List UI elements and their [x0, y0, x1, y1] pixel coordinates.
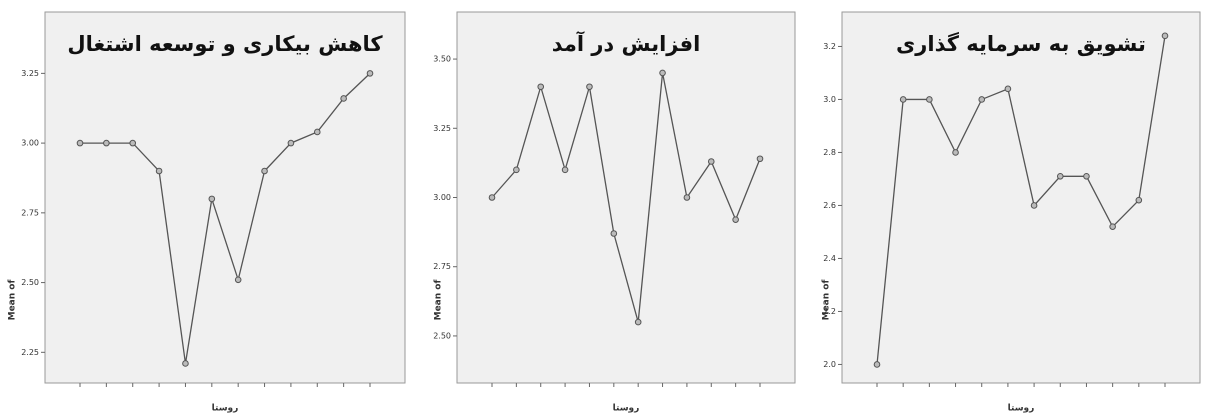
point [261, 167, 268, 175]
y-axis-label: Mean of [8, 280, 18, 321]
y-tick-label: 2.75 [433, 262, 451, 271]
y-tick-label: 3.0 [823, 95, 836, 104]
point [1109, 223, 1116, 230]
point [707, 158, 715, 165]
series-line [80, 72, 371, 364]
point [1083, 173, 1090, 180]
y-tick-label: 3.50 [433, 55, 451, 64]
point [76, 139, 84, 147]
point [926, 96, 933, 103]
y-tick-label: 3.25 [21, 69, 39, 78]
y-tick-label: 2.50 [433, 331, 451, 340]
series-line [491, 72, 761, 323]
chart-title: تشویق به سرمایه گذاری [896, 31, 1146, 56]
y-tick-label: 3.00 [21, 139, 39, 148]
point [586, 83, 593, 91]
point [1161, 32, 1169, 40]
point [952, 149, 959, 156]
point [978, 96, 986, 103]
y-tick-label: 2.75 [21, 208, 39, 217]
y-tick-label: 2.8 [823, 148, 836, 157]
point [756, 155, 764, 163]
point [1004, 85, 1012, 93]
x-axis-label: روستا [212, 404, 239, 414]
plot-area [841, 11, 1201, 384]
x-axis-label: روستا [613, 404, 640, 414]
point [732, 216, 739, 223]
x-axis-label: روستا [1008, 404, 1035, 414]
point [313, 128, 321, 136]
point [366, 70, 374, 77]
point [129, 139, 137, 147]
y-tick-label: 2.4 [823, 254, 836, 263]
chart-title: افزایش در آمد [552, 31, 701, 56]
point [155, 167, 163, 175]
y-tick-label: 3.00 [433, 193, 451, 202]
point [1135, 196, 1143, 204]
y-tick-label: 2.0 [823, 360, 836, 369]
point [899, 96, 907, 103]
y-axis-label: Mean of [822, 280, 832, 321]
point [340, 95, 347, 102]
y-tick-label: 2.2 [823, 307, 836, 316]
point [488, 194, 496, 201]
point [537, 83, 545, 91]
plot-area [456, 11, 796, 384]
point [659, 69, 666, 77]
chart-title: کاهش بیکاری و توسعه اشتغال [67, 32, 383, 56]
series-line [876, 35, 1166, 365]
point [182, 360, 189, 367]
y-tick-label: 3.25 [433, 124, 451, 133]
y-axis-label: Mean of [434, 280, 444, 321]
point [103, 139, 110, 147]
y-tick-label: 3.2 [823, 42, 836, 51]
point [287, 139, 295, 147]
point [610, 230, 618, 237]
point [561, 166, 569, 174]
point [513, 166, 520, 174]
point [234, 276, 242, 284]
point [1056, 173, 1064, 180]
point [873, 361, 881, 368]
point [208, 195, 216, 203]
point [634, 318, 642, 326]
point [683, 194, 691, 201]
y-tick-label: 2.50 [21, 278, 39, 287]
point [1030, 202, 1038, 209]
y-tick-label: 2.6 [823, 201, 836, 210]
plot-area [44, 11, 406, 384]
y-tick-label: 2.25 [21, 348, 39, 357]
